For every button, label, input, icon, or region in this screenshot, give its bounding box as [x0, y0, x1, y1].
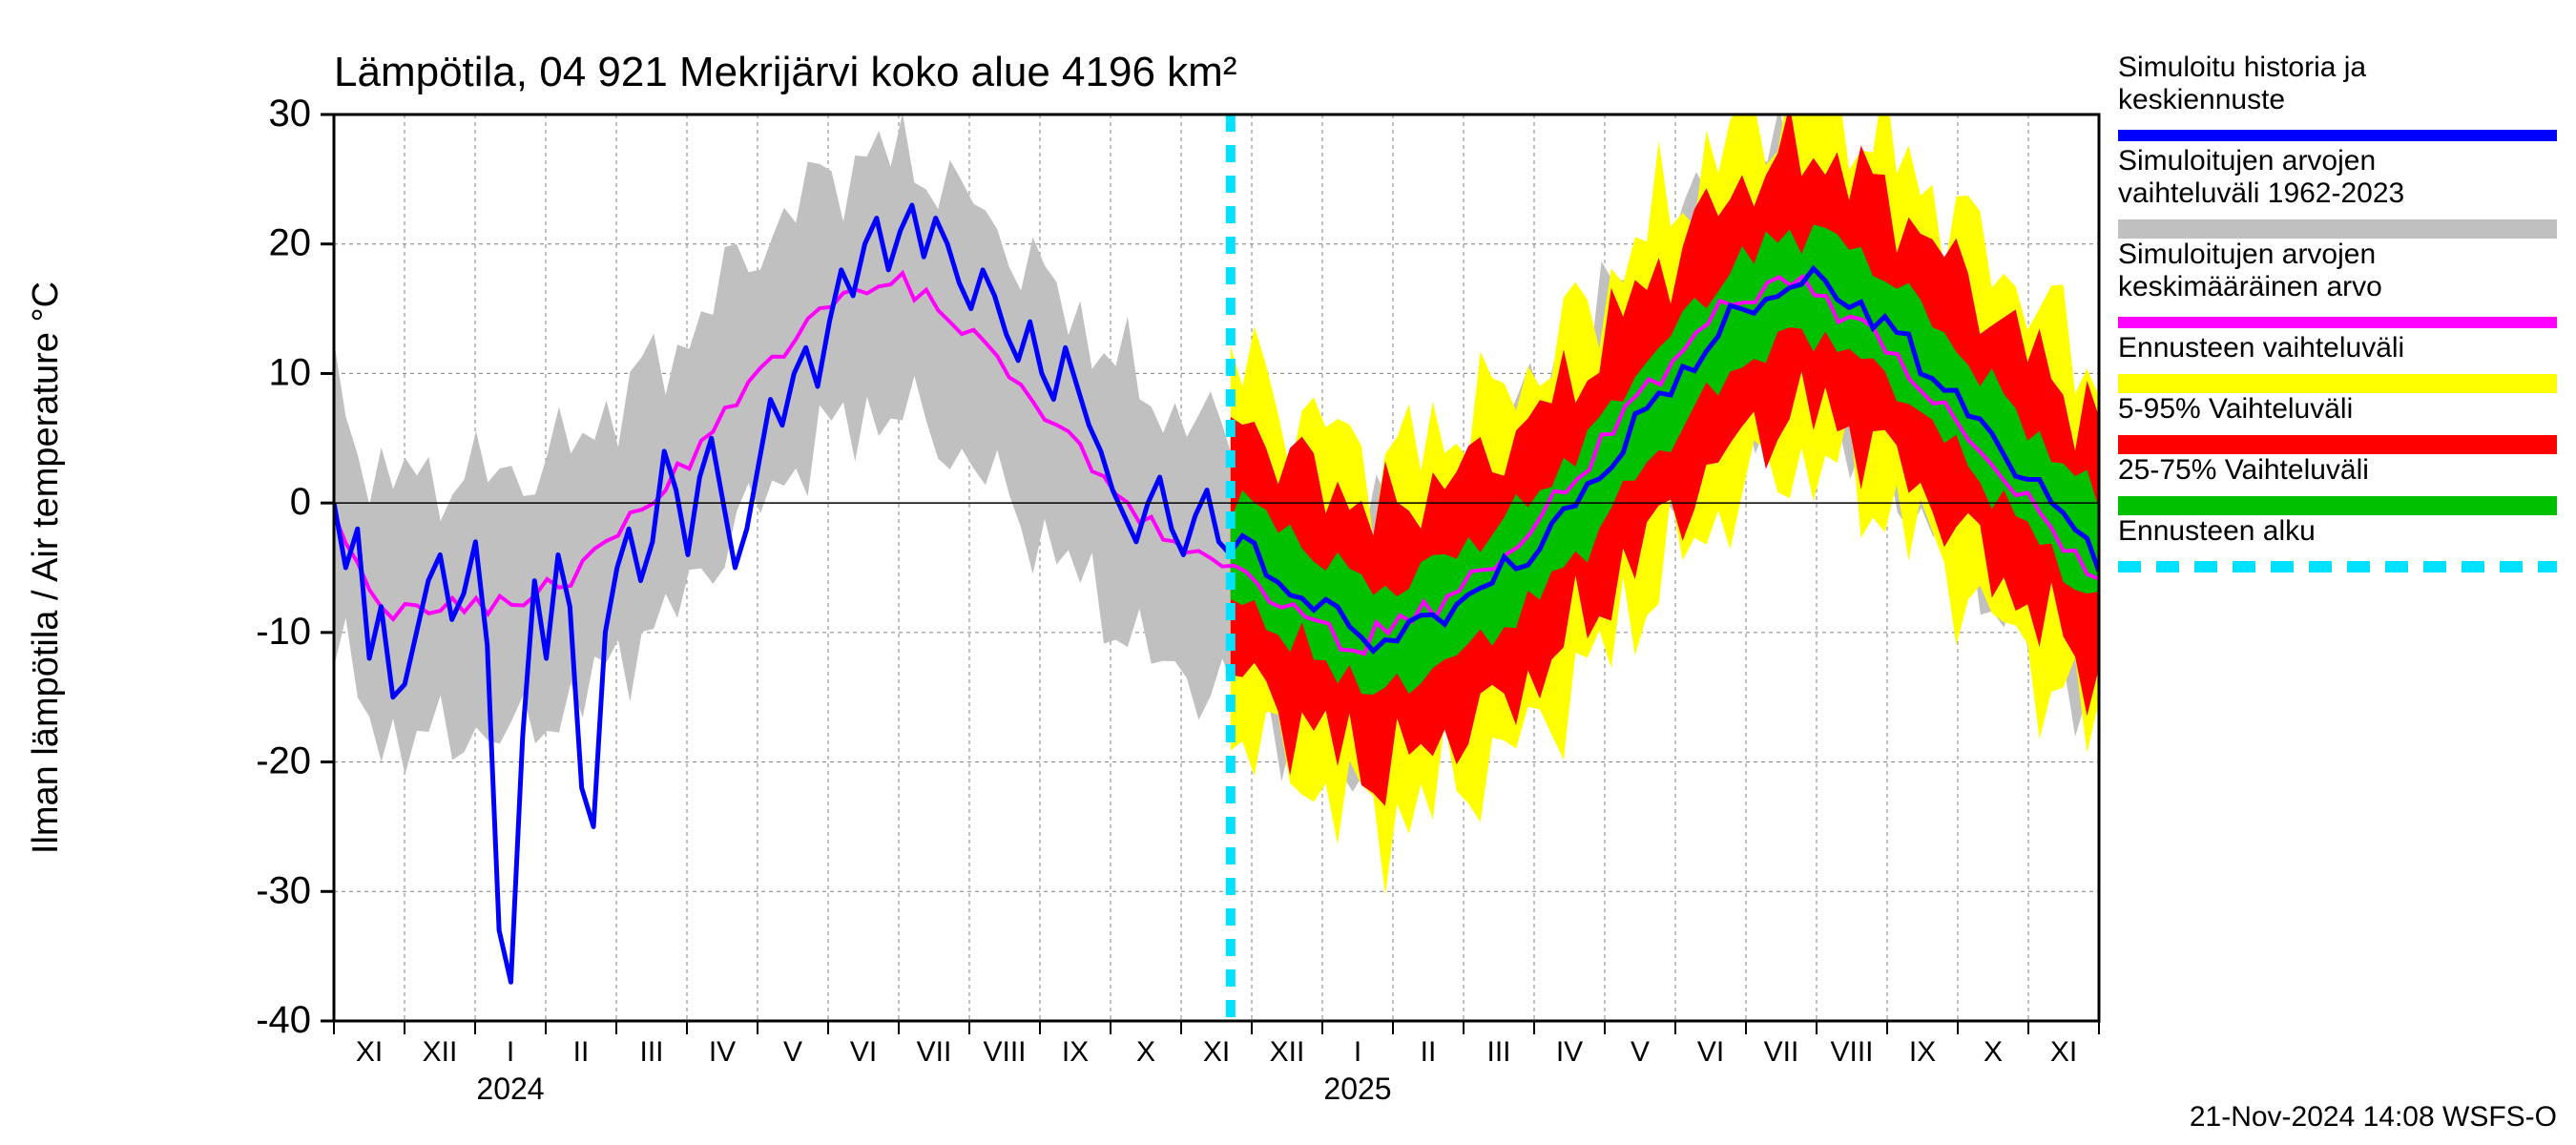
- month-label: VII: [917, 1036, 952, 1068]
- ytick-label: 10: [269, 351, 312, 393]
- ytick-label: -40: [256, 999, 311, 1041]
- month-label: X: [1984, 1036, 2003, 1068]
- month-label: VIII: [1830, 1036, 1873, 1068]
- legend-label: 25-75% Vaihteluväli: [2118, 454, 2369, 486]
- month-label: IV: [709, 1036, 736, 1068]
- month-label: XI: [356, 1036, 383, 1068]
- chart-title: Lämpötila, 04 921 Mekrijärvi koko alue 4…: [334, 49, 1236, 95]
- legend-label: 5-95% Vaihteluväli: [2118, 393, 2353, 425]
- month-label: VI: [1697, 1036, 1724, 1068]
- ytick-label: 20: [269, 222, 312, 264]
- month-label: X: [1136, 1036, 1155, 1068]
- month-label: VIII: [983, 1036, 1026, 1068]
- month-label: IX: [1062, 1036, 1089, 1068]
- ytick-label: -20: [256, 740, 311, 782]
- month-label: VI: [850, 1036, 877, 1068]
- ytick-label: 0: [290, 481, 311, 523]
- year-label: 2025: [1323, 1072, 1391, 1106]
- legend-label: Simuloitujen arvojen: [2118, 239, 2376, 270]
- legend-label: Ennusteen vaihteluväli: [2118, 332, 2404, 364]
- year-label: 2024: [476, 1072, 544, 1106]
- month-label: XI: [1203, 1036, 1230, 1068]
- temperature-chart: -40-30-20-100102030XIXIIIIIIIIIVVVIVIIVI…: [0, 0, 2576, 1145]
- legend-label: keskimääräinen arvo: [2118, 271, 2382, 302]
- month-label: V: [783, 1036, 802, 1068]
- month-label: IV: [1556, 1036, 1583, 1068]
- legend-label: keskiennuste: [2118, 84, 2285, 115]
- legend-label: Simuloitujen arvojen: [2118, 145, 2376, 177]
- month-label: III: [1486, 1036, 1510, 1068]
- legend-label: Ennusteen alku: [2118, 515, 2316, 547]
- legend-label: vaihteluväli 1962-2023: [2118, 177, 2404, 209]
- chart-svg: -40-30-20-100102030XIXIIIIIIIIIVVVIVIIVI…: [0, 0, 2576, 1145]
- ytick-label: 30: [269, 93, 312, 135]
- month-label: V: [1631, 1036, 1650, 1068]
- ytick-label: -30: [256, 869, 311, 911]
- month-label: IX: [1909, 1036, 1936, 1068]
- month-label: XI: [2050, 1036, 2077, 1068]
- legend-label: Simuloitu historia ja: [2118, 52, 2366, 83]
- month-label: II: [1421, 1036, 1437, 1068]
- month-label: XII: [423, 1036, 458, 1068]
- ytick-label: -10: [256, 611, 311, 653]
- month-label: I: [1354, 1036, 1361, 1068]
- chart-footer: 21-Nov-2024 14:08 WSFS-O: [2190, 1101, 2557, 1133]
- y-axis-label: Ilman lämpötila / Air temperature °C: [26, 281, 66, 854]
- month-label: III: [639, 1036, 663, 1068]
- month-label: VII: [1764, 1036, 1799, 1068]
- month-label: I: [507, 1036, 514, 1068]
- month-label: II: [573, 1036, 590, 1068]
- month-label: XII: [1270, 1036, 1305, 1068]
